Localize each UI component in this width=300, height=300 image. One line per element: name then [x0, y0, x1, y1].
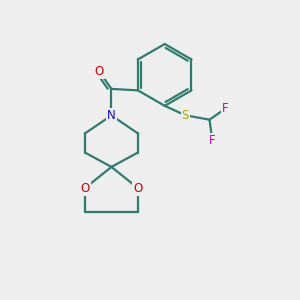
Text: F: F: [209, 134, 216, 147]
Text: F: F: [222, 102, 229, 115]
Text: O: O: [94, 65, 104, 78]
Text: O: O: [133, 182, 142, 195]
Text: O: O: [80, 182, 90, 195]
Text: S: S: [182, 109, 189, 122]
Text: N: N: [107, 109, 116, 122]
